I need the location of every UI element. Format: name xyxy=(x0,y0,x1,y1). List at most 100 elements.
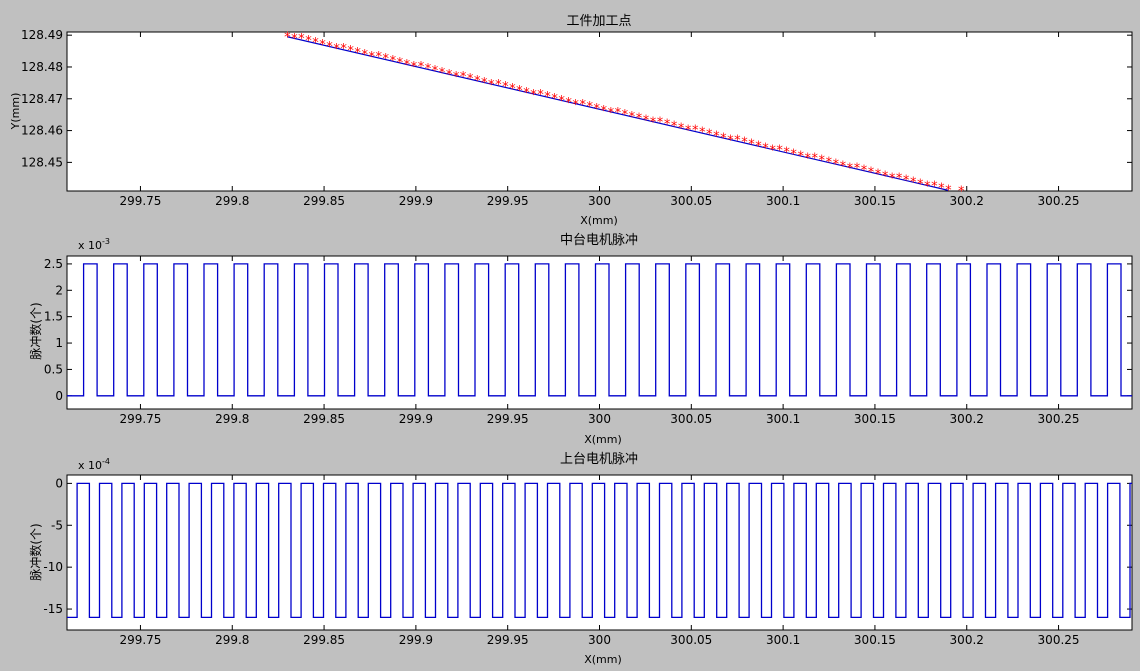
x-tick-label: 299.75 xyxy=(119,412,161,426)
y-tick-label: -10 xyxy=(43,560,63,574)
data-point-marker: * xyxy=(755,140,762,155)
data-point-marker: * xyxy=(819,153,826,168)
x-tick-label: 299.95 xyxy=(487,633,529,647)
x-tick-label: 299.75 xyxy=(119,194,161,208)
chart1-ylabel: Y(mm) xyxy=(9,93,22,131)
chart3-ticks: 299.75 299.8 299.85 299.9 299.95 300 300.05 300… xyxy=(43,475,1132,647)
data-point-marker: * xyxy=(664,118,671,133)
data-point-marker: * xyxy=(889,171,896,186)
x-tick-label: 300.05 xyxy=(670,412,712,426)
y-tick-label: 128.48 xyxy=(21,60,63,74)
x-tick-label: 300.15 xyxy=(854,412,896,426)
chart2-xlabel: X(mm) xyxy=(584,433,622,446)
y-tick-label: -15 xyxy=(43,602,63,616)
y-tick-label: 128.45 xyxy=(21,155,63,169)
data-point-marker: * xyxy=(741,136,748,151)
data-point-marker: * xyxy=(896,171,903,186)
data-point-marker: * xyxy=(425,62,432,77)
series-line xyxy=(287,36,949,191)
data-point-marker: * xyxy=(826,155,833,170)
y-tick-label: 0 xyxy=(55,389,63,403)
x-tick-label: 300.1 xyxy=(766,412,800,426)
x-tick-label: 300.15 xyxy=(854,194,896,208)
chart1-plot: * * * * * * * * * * * * * * * * * * * * * * * * * * * * * * * * * * * * * * * *… xyxy=(284,30,965,199)
data-point-marker: * xyxy=(608,106,615,121)
chart2-ticks: 299.75 299.8 299.85 299.9 299.95 300 300.05 300… xyxy=(44,256,1132,426)
x-tick-label: 300 xyxy=(588,633,611,647)
data-point-marker: * xyxy=(509,82,516,97)
data-point-marker: * xyxy=(882,169,889,184)
chart-middle-motor-pulse: 中台电机脉冲 x 10-3 X(mm) 脉冲数(个) 299.75 299.8 29… xyxy=(28,233,1133,446)
y-tick-label: 0.5 xyxy=(44,362,63,376)
data-point-marker: * xyxy=(840,159,847,174)
x-tick-label: 299.8 xyxy=(215,633,249,647)
data-point-marker: * xyxy=(847,161,854,176)
x-tick-label: 299.85 xyxy=(303,412,345,426)
data-point-marker: * xyxy=(467,72,474,87)
x-tick-label: 299.8 xyxy=(215,194,249,208)
data-point-marker: * xyxy=(551,92,558,107)
chart3-axes-box xyxy=(66,474,1133,631)
data-point-marker: * xyxy=(481,76,488,91)
x-tick-label: 300.15 xyxy=(854,633,896,647)
data-point-marker: * xyxy=(397,56,404,71)
x-tick-label: 300.1 xyxy=(766,633,800,647)
data-point-marker: * xyxy=(692,124,699,139)
chart3-exponent-base: x 10 xyxy=(78,459,102,472)
data-point-marker: * xyxy=(537,88,544,103)
x-tick-label: 300 xyxy=(588,412,611,426)
data-point-marker: * xyxy=(678,122,685,137)
data-point-marker: * xyxy=(460,70,467,85)
data-point-marker: * xyxy=(868,165,875,180)
chart3-exponent: x 10-4 xyxy=(78,457,110,472)
x-tick-label: 299.95 xyxy=(487,194,529,208)
x-tick-label: 300.25 xyxy=(1038,633,1080,647)
data-point-marker: * xyxy=(284,30,291,45)
data-point-marker: * xyxy=(685,124,692,139)
x-tick-label: 299.9 xyxy=(399,412,433,426)
x-tick-label: 299.95 xyxy=(487,412,529,426)
chart1-title: 工件加工点 xyxy=(566,14,631,29)
x-tick-label: 300.25 xyxy=(1038,412,1080,426)
data-point-marker: * xyxy=(404,58,411,73)
x-tick-label: 300.25 xyxy=(1038,194,1080,208)
data-point-marker: * xyxy=(418,60,425,75)
x-tick-label: 300.05 xyxy=(670,194,712,208)
x-tick-label: 300.2 xyxy=(950,194,984,208)
data-point-marker: * xyxy=(629,110,636,125)
x-tick-label: 300.1 xyxy=(766,194,800,208)
chart2-exponent-power: -3 xyxy=(102,237,110,246)
data-point-marker: * xyxy=(769,144,776,159)
data-point-marker: * xyxy=(903,173,910,188)
data-point-marker: * xyxy=(340,42,347,57)
data-point-marker: * xyxy=(833,157,840,172)
data-point-marker: * xyxy=(776,144,783,159)
data-point-marker: * xyxy=(326,40,333,55)
data-point-marker: * xyxy=(305,34,312,49)
chart1-xlabel: X(mm) xyxy=(580,214,618,227)
data-point-marker: * xyxy=(713,130,720,145)
data-point-marker: * xyxy=(495,78,502,93)
data-point-marker: * xyxy=(748,138,755,153)
data-point-marker: * xyxy=(565,96,572,111)
data-point-marker: * xyxy=(622,108,629,123)
data-point-marker: * xyxy=(558,94,565,109)
data-point-marker: * xyxy=(453,70,460,85)
data-point-marker: * xyxy=(586,100,593,115)
data-point-marker: * xyxy=(917,177,924,192)
x-tick-label: 300 xyxy=(588,194,611,208)
data-point-marker: * xyxy=(706,128,713,143)
x-tick-label: 299.85 xyxy=(303,194,345,208)
data-point-marker: * xyxy=(298,32,305,47)
x-tick-label: 300.2 xyxy=(950,412,984,426)
chart3-plot xyxy=(67,482,1132,619)
data-point-marker: * xyxy=(938,181,945,196)
x-tick-label: 299.75 xyxy=(119,633,161,647)
data-point-marker: * xyxy=(804,151,811,166)
x-tick-label: 299.9 xyxy=(399,194,433,208)
chart3-exponent-power: -4 xyxy=(102,457,110,466)
data-point-marker: * xyxy=(854,161,861,176)
data-point-marker: * xyxy=(783,146,790,161)
data-point-marker: * xyxy=(910,175,917,190)
chart2-exponent-base: x 10 xyxy=(78,239,102,252)
